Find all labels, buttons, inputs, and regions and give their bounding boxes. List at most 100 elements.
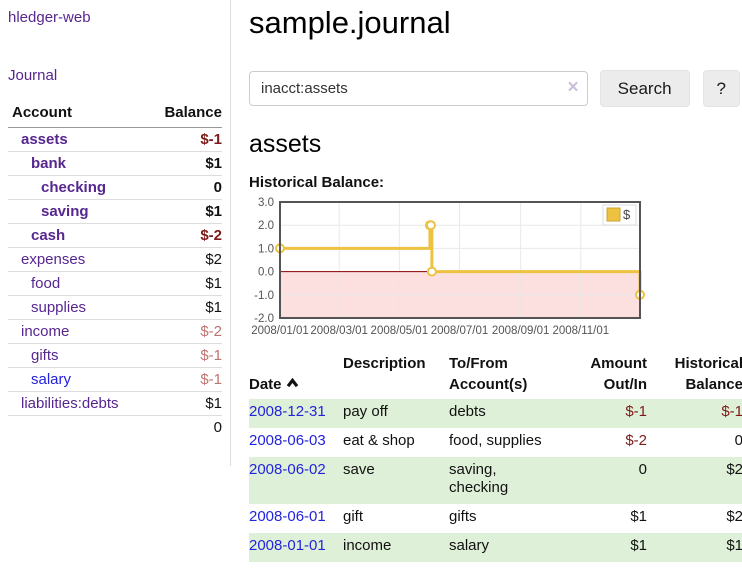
transaction-balance: 0 bbox=[734, 431, 742, 449]
account-balance: $-1 bbox=[145, 367, 222, 392]
account-balance: $1 bbox=[145, 391, 222, 416]
svg-text:$: $ bbox=[623, 207, 631, 222]
transaction-amount: 0 bbox=[638, 460, 647, 478]
main-content: sample.journal × Search ? assets Histori… bbox=[249, 0, 742, 562]
account-link-food[interactable]: food bbox=[31, 275, 61, 292]
transaction-description: income bbox=[343, 536, 392, 554]
brand-link[interactable]: hledger-web bbox=[8, 9, 91, 26]
register-row[interactable]: 2008-06-01 gift gifts $1 $2 bbox=[249, 504, 742, 533]
account-balance: $-2 bbox=[145, 223, 222, 248]
svg-text:2008/11/01: 2008/11/01 bbox=[552, 325, 609, 337]
search-input[interactable] bbox=[249, 71, 588, 106]
accounts-total-row: 0 bbox=[8, 415, 222, 439]
account-row: cash $-2 bbox=[8, 223, 222, 248]
transaction-accounts: debts bbox=[449, 403, 486, 420]
account-link-cash[interactable]: cash bbox=[31, 227, 66, 244]
account-balance: $-1 bbox=[145, 343, 222, 368]
transaction-date-link[interactable]: 2008-06-03 bbox=[249, 431, 326, 449]
svg-text:-2.0: -2.0 bbox=[254, 313, 274, 325]
account-balance: $-1 bbox=[200, 131, 222, 148]
transaction-accounts: salary bbox=[449, 536, 490, 554]
transaction-description: gift bbox=[343, 508, 364, 525]
transaction-accounts: gifts bbox=[449, 508, 477, 525]
sort-ascending-icon bbox=[286, 377, 298, 388]
account-balance: $1 bbox=[145, 151, 222, 176]
transaction-description: save bbox=[343, 460, 375, 478]
register-col-balance: Historical Balance bbox=[674, 355, 742, 393]
transaction-date-link[interactable]: 2008-06-02 bbox=[249, 460, 326, 478]
svg-text:2.0: 2.0 bbox=[258, 220, 274, 232]
account-balance: $2 bbox=[145, 247, 222, 272]
account-link-saving[interactable]: saving bbox=[41, 203, 89, 220]
account-link-liabilities-debts[interactable]: liabilities:debts bbox=[21, 395, 119, 412]
account-link-checking[interactable]: checking bbox=[41, 179, 107, 196]
account-balance: 0 bbox=[145, 175, 222, 200]
svg-text:1.0: 1.0 bbox=[258, 243, 274, 255]
register-row[interactable]: 2008-01-01 income salary $1 $1 bbox=[249, 532, 742, 562]
svg-text:2008/03/01: 2008/03/01 bbox=[310, 325, 368, 337]
account-link-income[interactable]: income bbox=[21, 323, 70, 340]
register-col-amount: Amount Out/In bbox=[590, 355, 647, 393]
account-balance: $1 bbox=[145, 199, 222, 224]
account-row: supplies $1 bbox=[8, 295, 222, 320]
transaction-amount: $1 bbox=[630, 508, 647, 525]
historical-balance-chart[interactable]: $3.0 2.0 1.0 0.0 -1.0 -2.0 2008/01/01 2008/03/0… bbox=[249, 196, 740, 340]
account-row: saving $1 bbox=[8, 199, 222, 224]
search-form: × Search ? bbox=[249, 70, 740, 107]
sidebar: hledger-web Journal Account Balance asse… bbox=[0, 0, 231, 466]
transaction-amount: $1 bbox=[630, 536, 647, 554]
account-row: salary $-1 bbox=[8, 367, 222, 392]
page-title: sample.journal bbox=[249, 5, 451, 40]
svg-text:2008/07/01: 2008/07/01 bbox=[431, 325, 489, 337]
register-row[interactable]: 2008-06-02 save saving, checking 0 $2 bbox=[249, 456, 742, 504]
help-button[interactable]: ? bbox=[702, 70, 740, 107]
transaction-accounts: saving, checking bbox=[449, 460, 509, 497]
account-row: expenses $2 bbox=[8, 247, 222, 272]
transaction-amount: $-2 bbox=[625, 431, 647, 449]
transaction-date-link[interactable]: 2008-06-01 bbox=[249, 508, 326, 525]
transaction-date-link[interactable]: 2008-12-31 bbox=[249, 403, 326, 420]
transaction-description: pay off bbox=[343, 403, 388, 420]
account-balance: $-2 bbox=[145, 319, 222, 344]
sidebar-item-journal[interactable]: Journal bbox=[8, 67, 58, 84]
register-col-date-label: Date bbox=[249, 376, 282, 393]
accounts-header-row: Account Balance bbox=[8, 101, 222, 128]
search-button[interactable]: Search bbox=[599, 70, 690, 107]
account-heading: assets bbox=[249, 130, 322, 158]
account-balance: $1 bbox=[145, 295, 222, 320]
svg-text:3.0: 3.0 bbox=[258, 197, 274, 209]
account-row: liabilities:debts $1 bbox=[8, 391, 222, 416]
svg-text:2008/09/01: 2008/09/01 bbox=[492, 325, 550, 337]
register-col-date[interactable]: Date bbox=[249, 351, 343, 399]
svg-text:2008/05/01: 2008/05/01 bbox=[371, 325, 429, 337]
accounts-col-balance: Balance bbox=[145, 101, 222, 128]
svg-text:2008/01/01: 2008/01/01 bbox=[251, 325, 309, 337]
svg-text:-1.0: -1.0 bbox=[254, 290, 274, 302]
register-col-description: Description bbox=[343, 355, 426, 372]
account-link-expenses[interactable]: expenses bbox=[21, 251, 86, 268]
transaction-amount: $-1 bbox=[625, 403, 647, 420]
account-link-assets[interactable]: assets bbox=[21, 131, 68, 148]
register-header-row: Date Description To/From Account(s) Amou… bbox=[249, 351, 742, 399]
account-balance: $1 bbox=[145, 271, 222, 296]
account-row: bank $1 bbox=[8, 151, 222, 176]
register-row[interactable]: 2008-06-03 eat & shop food, supplies $-2… bbox=[249, 428, 742, 457]
accounts-table: Account Balance assets $-1 bank $1 check… bbox=[8, 101, 222, 439]
account-link-gifts[interactable]: gifts bbox=[31, 347, 59, 364]
account-link-supplies[interactable]: supplies bbox=[31, 299, 87, 316]
account-link-salary[interactable]: salary bbox=[31, 371, 72, 388]
register-row[interactable]: 2008-12-31 pay off debts $-1 $-1 bbox=[249, 399, 742, 428]
account-row: food $1 bbox=[8, 271, 222, 296]
accounts-col-account: Account bbox=[8, 101, 146, 128]
account-row: checking 0 bbox=[8, 175, 222, 200]
account-row: gifts $-1 bbox=[8, 343, 222, 368]
transaction-balance: $-1 bbox=[721, 403, 742, 420]
transaction-description: eat & shop bbox=[343, 431, 415, 449]
accounts-total: 0 bbox=[8, 415, 222, 439]
account-link-bank[interactable]: bank bbox=[31, 155, 67, 172]
clear-search-icon[interactable]: × bbox=[567, 77, 579, 98]
transaction-date-link[interactable]: 2008-01-01 bbox=[249, 536, 326, 554]
transaction-balance: $1 bbox=[726, 536, 742, 554]
account-row: income $-2 bbox=[8, 319, 222, 344]
chart-title: Historical Balance: bbox=[249, 174, 385, 191]
